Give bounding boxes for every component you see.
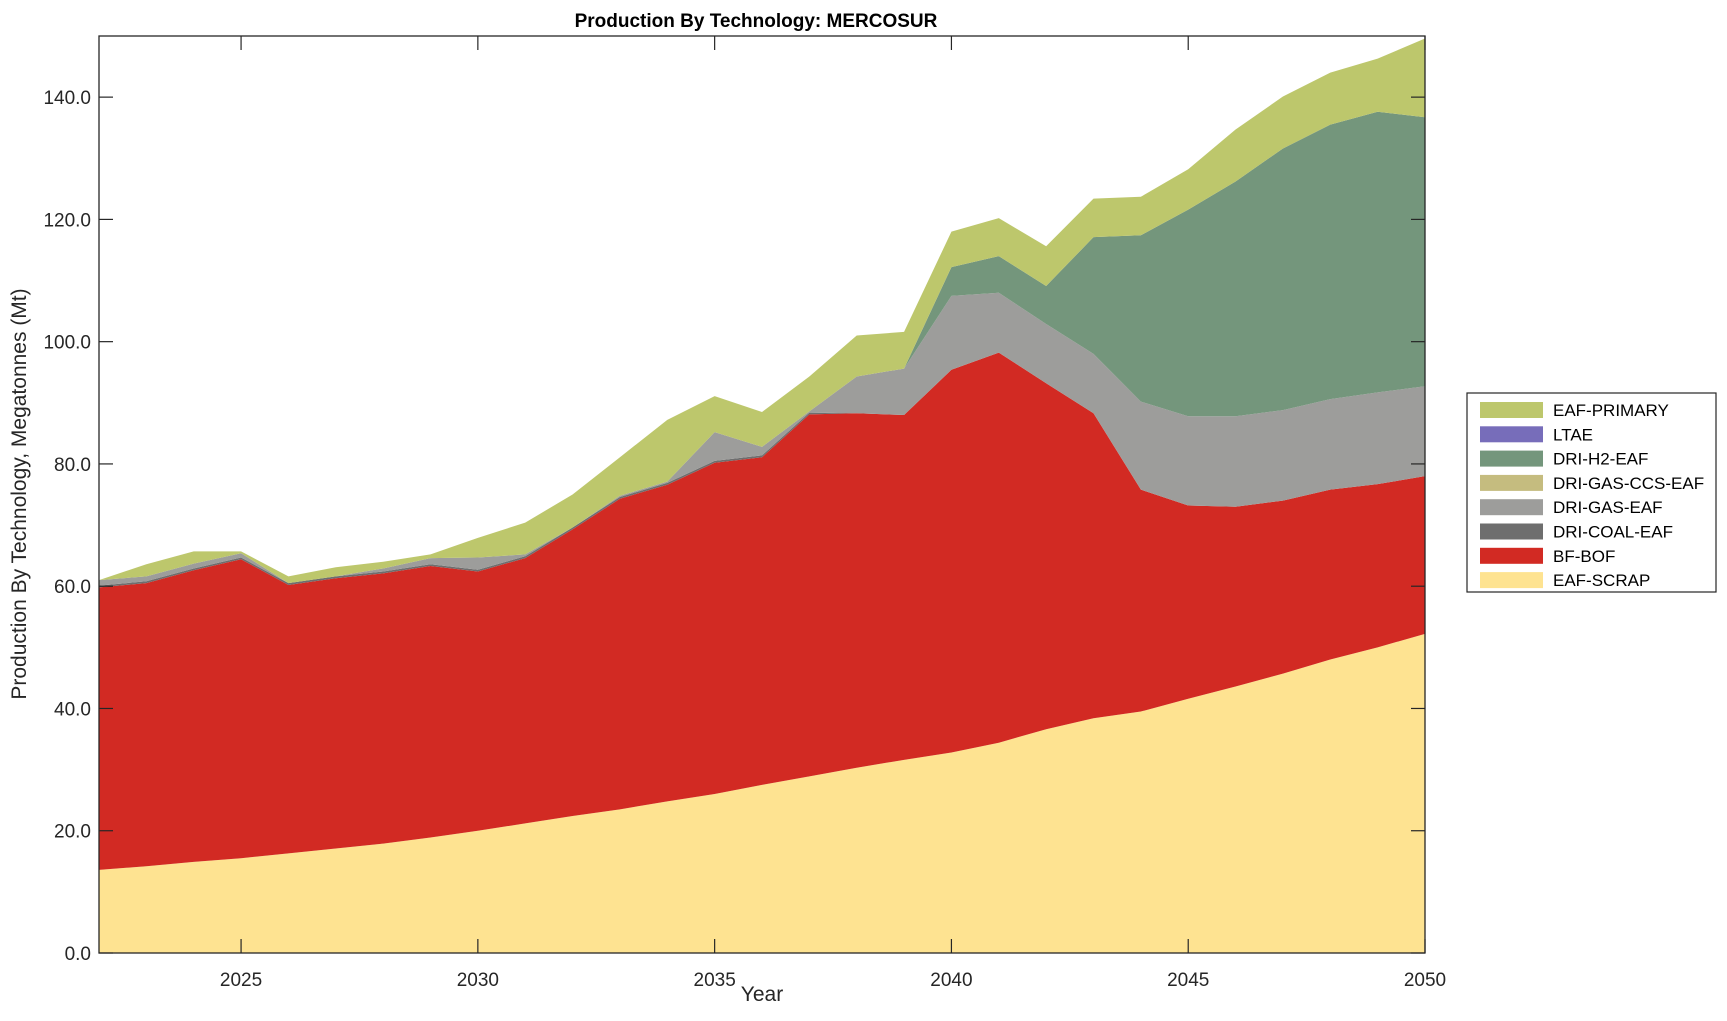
plot-frame: [98, 35, 1426, 954]
legend-item-ltae: LTAE: [1480, 425, 1593, 444]
x-axis-label: Year: [741, 983, 783, 1006]
legend-item-dri-gas-eaf: DRI-GAS-EAF: [1480, 498, 1663, 517]
legend-label: DRI-GAS-EAF: [1553, 498, 1663, 517]
legend-label: LTAE: [1553, 425, 1593, 444]
x-tick-label: 2035: [694, 970, 736, 991]
legend-label: DRI-GAS-CCS-EAF: [1553, 474, 1704, 493]
y-tick-label: 20.0: [54, 822, 91, 843]
legend-swatch: [1480, 547, 1543, 564]
area-layers: [99, 38, 1425, 953]
legend-swatch: [1480, 499, 1543, 516]
legend-swatch: [1480, 523, 1543, 540]
area-eaf-primary: [99, 38, 1425, 584]
legend-label: EAF-SCRAP: [1553, 571, 1650, 590]
legend-swatch: [1480, 474, 1543, 491]
legend-item-eaf-scrap: EAF-SCRAP: [1480, 571, 1650, 590]
y-tick-label: 80.0: [54, 455, 91, 476]
legend-swatch: [1480, 426, 1543, 443]
legend-label: DRI-COAL-EAF: [1553, 523, 1673, 542]
x-tick-label: 2045: [1167, 970, 1209, 991]
y-axis-label: Production By Technology, Megatonnes (Mt…: [8, 288, 31, 699]
legend-label: BF-BOF: [1553, 547, 1615, 566]
legend-label: EAF-PRIMARY: [1553, 401, 1669, 420]
x-axis: 2025 2030 2035 2040 2045 2050: [220, 36, 1446, 991]
x-tick-label: 2030: [457, 970, 499, 991]
y-tick-label: 60.0: [54, 577, 91, 598]
legend-item-bf-bof: BF-BOF: [1480, 547, 1615, 566]
y-axis: 0.0 20.0 40.0 60.0 80.0 100.0 120.0 140.0: [43, 88, 1425, 965]
x-tick-label: 2025: [220, 970, 262, 991]
y-tick-label: 40.0: [54, 699, 91, 720]
area-bf-bof: [99, 352, 1425, 870]
legend-swatch: [1480, 402, 1543, 418]
chart-title: Production By Technology: MERCOSUR: [575, 11, 938, 32]
legend-swatch: [1480, 450, 1543, 467]
legend-label: DRI-H2-EAF: [1553, 450, 1648, 469]
legend-item-eaf-primary: EAF-PRIMARY: [1480, 401, 1669, 420]
area-dri-gas-eaf: [99, 292, 1425, 586]
y-tick-label: 100.0: [43, 333, 91, 354]
x-tick-label: 2050: [1404, 970, 1446, 991]
y-tick-label: 120.0: [43, 210, 91, 231]
legend-item-dri-h2-eaf: DRI-H2-EAF: [1480, 450, 1648, 469]
area-eaf-scrap: [99, 633, 1425, 953]
x-tick-label: 2040: [930, 970, 972, 991]
legend-item-dri-coal-eaf: DRI-COAL-EAF: [1480, 523, 1673, 542]
legend-swatch: [1480, 572, 1543, 589]
area-dri-h2-eaf: [99, 111, 1425, 584]
legend: EAF-PRIMARY LTAE DRI-H2-EAF DRI-GAS-CCS-EAF…: [1466, 392, 1717, 593]
y-tick-label: 140.0: [43, 88, 91, 109]
y-tick-label: 0.0: [65, 944, 91, 965]
legend-item-dri-gas-ccs-eaf: DRI-GAS-CCS-EAF: [1480, 474, 1704, 493]
